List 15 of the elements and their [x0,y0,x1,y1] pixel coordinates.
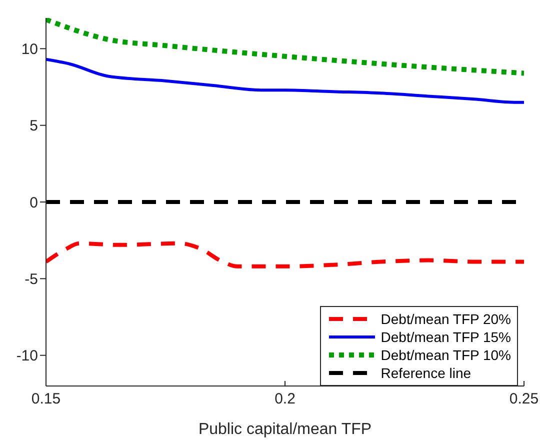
y-tick-label: -10 [16,348,38,365]
y-tick-label: 5 [30,118,38,135]
x-axis-title: Public capital/mean TFP [198,421,372,438]
x-tick-label: 0.15 [31,390,61,408]
legend-label: Debt/mean TFP 20% [380,310,511,328]
y-tick-label: -5 [24,270,38,288]
legend-label: Reference line [380,364,472,382]
x-tick-label: 0.2 [274,390,296,408]
line-series [46,58,524,104]
x-tick-label: 0.25 [509,390,539,408]
legend-label: Debt/mean TFP 10% [380,346,511,364]
y-tick-label: 0 [30,194,38,212]
legend-label: Debt/mean TFP 15% [380,328,511,346]
line-series [46,241,524,268]
y-tick-label: 10 [21,40,38,58]
